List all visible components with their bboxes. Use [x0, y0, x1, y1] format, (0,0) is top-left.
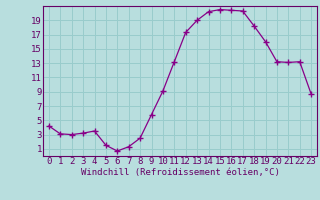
X-axis label: Windchill (Refroidissement éolien,°C): Windchill (Refroidissement éolien,°C)	[81, 168, 279, 177]
